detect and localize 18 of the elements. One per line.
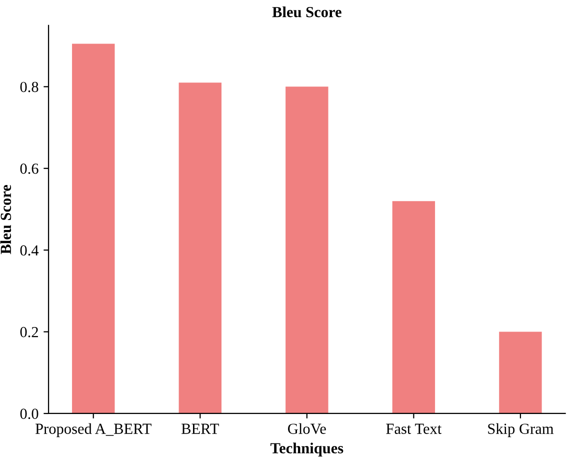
y-tick-label: 0.0 <box>20 408 38 420</box>
y-tick-label: 0.6 <box>20 164 38 174</box>
bar <box>178 82 222 414</box>
x-axis-title: Techniques <box>270 442 344 456</box>
y-tick-label: 0.4 <box>20 245 39 256</box>
x-tick-label: Proposed A_BERT <box>35 423 152 438</box>
chart-title: Bleu Score <box>272 6 342 18</box>
x-tick-label: Fast Text <box>386 424 442 434</box>
y-axis-title: Bleu Score <box>0 184 12 254</box>
bar <box>72 44 115 414</box>
x-tick-label: Skip Gram <box>488 423 554 438</box>
x-tick-label: GloVe <box>288 423 326 434</box>
bar <box>286 86 328 414</box>
x-tick-label: BERT <box>182 424 219 434</box>
bar <box>499 332 542 414</box>
bar <box>392 201 436 414</box>
y-tick-label: 0.2 <box>20 326 38 338</box>
y-tick-label: 0.8 <box>20 82 38 92</box>
